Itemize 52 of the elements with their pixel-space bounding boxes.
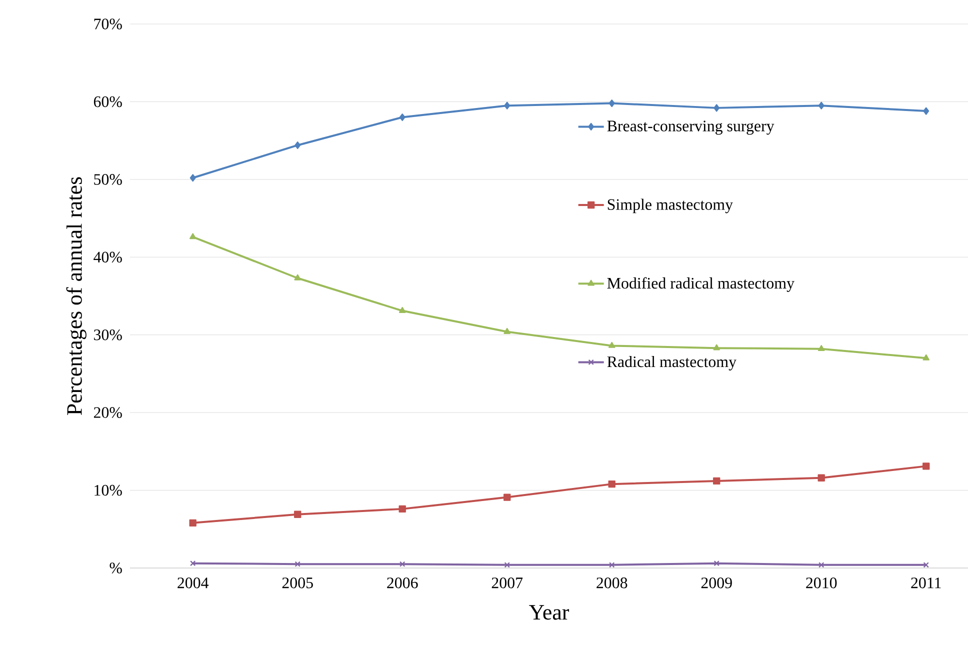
point xyxy=(399,113,406,122)
point xyxy=(294,561,300,567)
point xyxy=(504,562,510,568)
y-tick-label: 30% xyxy=(94,329,122,340)
y-tick-label: % xyxy=(110,562,122,574)
y-tick-label: 40% xyxy=(94,252,122,263)
x-tick-label: 2011 xyxy=(911,578,941,588)
legend-label: Simple mastectomy xyxy=(608,198,733,214)
point xyxy=(818,474,825,482)
point xyxy=(922,354,930,360)
point xyxy=(504,494,511,501)
point xyxy=(294,141,301,150)
x-tick-label: 2006 xyxy=(387,578,418,588)
point xyxy=(818,345,825,352)
point xyxy=(609,562,615,568)
point xyxy=(400,561,406,567)
point xyxy=(818,562,824,568)
x-tick-label: 2004 xyxy=(178,578,209,588)
y-tick-label: 10% xyxy=(94,484,122,496)
legend-label: Modified radical mastectomy xyxy=(607,277,794,292)
point xyxy=(608,99,615,108)
legend-label: Breast-conserving surgery xyxy=(607,120,774,135)
y-tick-label: 60% xyxy=(94,96,122,108)
x-tick-label: 2007 xyxy=(492,578,523,588)
point xyxy=(713,477,720,485)
point xyxy=(608,342,616,348)
point xyxy=(608,480,616,488)
point xyxy=(504,328,510,334)
y-axis-title: Percentages of annual rates xyxy=(66,177,86,415)
point xyxy=(189,233,196,240)
y-tick-label: 20% xyxy=(94,407,122,418)
point xyxy=(922,462,930,470)
x-tick-label: 2010 xyxy=(806,578,837,588)
point xyxy=(714,560,720,566)
point xyxy=(189,519,196,527)
y-tick-label: 50% xyxy=(94,174,122,185)
point xyxy=(294,274,301,280)
legend-label: Radical mastectomy xyxy=(607,356,736,370)
point xyxy=(398,505,406,513)
point xyxy=(713,344,720,350)
point xyxy=(504,102,510,110)
point xyxy=(190,174,196,182)
point xyxy=(923,107,930,115)
point xyxy=(398,306,406,313)
y-tick-label: 70% xyxy=(94,18,122,30)
point xyxy=(818,102,824,110)
x-axis-title: Year xyxy=(529,605,570,620)
x-tick-label: 2009 xyxy=(701,578,732,588)
point xyxy=(714,104,720,112)
x-tick-label: 2005 xyxy=(282,578,313,588)
x-tick-label: 2008 xyxy=(596,578,628,588)
point xyxy=(294,510,302,518)
